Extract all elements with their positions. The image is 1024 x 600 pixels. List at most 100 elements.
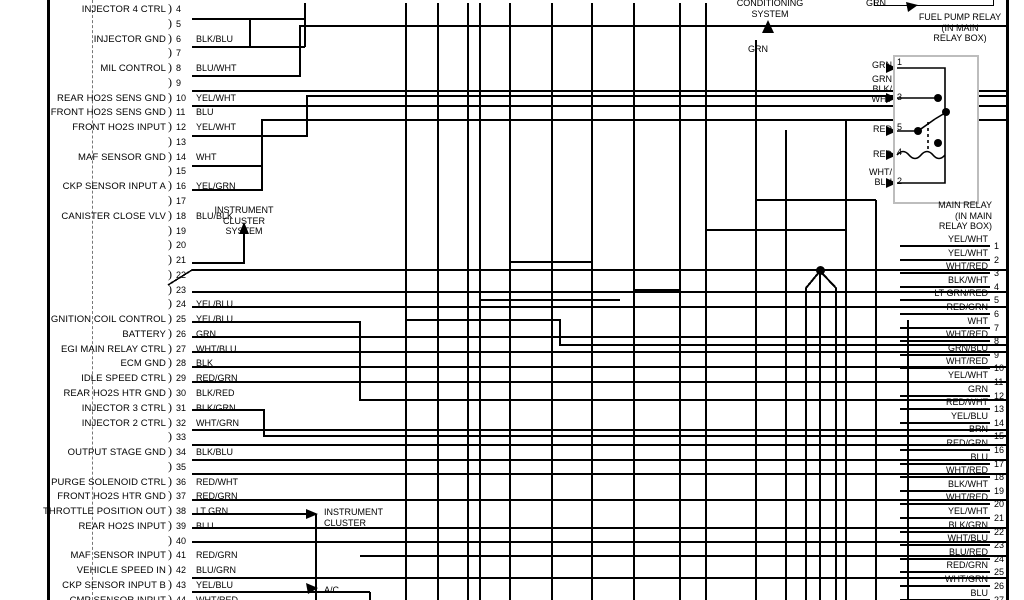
ecm-connector-bracket-35: )	[168, 458, 172, 473]
ecm-pin-number-7: 7	[176, 48, 182, 59]
main-relay-wire-5: RED	[872, 124, 892, 134]
ecm-pin-number-26: 26	[176, 328, 187, 339]
ecm-connector-bracket-23: )	[168, 281, 172, 296]
right-pin-number-4: 4	[994, 281, 1000, 292]
mr-title-3: RELAY BOX)	[938, 221, 992, 231]
ecm-pin-label-16: CKP SENSOR INPUT A	[62, 181, 166, 193]
ics-line3: SYSTEM	[225, 226, 263, 236]
right-pin-number-20: 20	[994, 499, 1005, 510]
right-pin-number-11: 11	[994, 377, 1004, 387]
ecm-pin-number-9: 9	[176, 77, 182, 88]
ecm-connector-bracket-9: )	[168, 74, 172, 89]
right-pin-number-17: 17	[994, 458, 1005, 469]
ecm-pin-wire-11: BLU	[196, 107, 214, 118]
ecm-pin-wire-28: BLK	[196, 358, 214, 369]
right-pin-number-24: 24	[994, 553, 1005, 564]
right-pin-wire-2: YEL/WHT	[947, 247, 988, 258]
ecm-pin-number-12: 12	[176, 122, 187, 133]
ecm-pin-number-16: 16	[176, 181, 187, 192]
ecm-pin-wire-44: WHT/RED	[196, 594, 238, 600]
mr-title-2: (IN MAIN	[955, 210, 992, 221]
ecm-pin-wire-6: BLK/BLU	[196, 33, 234, 44]
ecm-pin-label-14: MAF SENSOR GND	[78, 151, 166, 163]
right-pin-wire-8: WHT/RED	[946, 329, 988, 340]
ecm-pin-number-39: 39	[176, 520, 187, 531]
right-pin-number-7: 7	[994, 322, 1000, 333]
right-pin-lead-7	[900, 326, 990, 329]
right-pin-lead-3	[900, 272, 990, 275]
ecm-pin-number-31: 31	[176, 402, 187, 413]
main-relay-wire-3-line1: BLK/	[872, 84, 892, 94]
ecm-pin-label-4: INJECTOR 4 CTRL	[81, 4, 166, 15]
ecm-connector-bracket-11: )	[168, 104, 172, 119]
diagram-dashed-divider	[92, 0, 93, 600]
ecm-pin-number-21: 21	[176, 255, 187, 266]
right-pin-lead-10	[900, 367, 990, 370]
ecm-pin-wire-10: YEL/WHT	[196, 92, 237, 103]
splice-junction-dot	[816, 266, 825, 275]
ecm-connector-bracket-24: )	[168, 296, 172, 311]
ecm-connector-bracket-41: )	[168, 547, 172, 562]
right-pin-wire-14: YEL/BLU	[950, 410, 988, 421]
ecm-connector-bracket-31: )	[168, 399, 172, 414]
ecm-pin-wire-29: RED/GRN	[196, 373, 238, 384]
ecm-connector-bracket-43: )	[168, 577, 172, 592]
ecm-connector-bracket-4: )	[168, 1, 172, 15]
ecm-pin-label-12: FRONT HO2S INPUT	[72, 122, 166, 134]
ecm-pin-label-25: IGNITION COIL CONTROL	[48, 314, 166, 326]
right-pin-lead-19	[900, 489, 990, 492]
main-relay-terminal-num-4: 4	[897, 147, 903, 157]
ecm-connector-bracket-22: )	[168, 266, 172, 281]
ecm-pin-label-11: FRONT HO2S SENS GND	[50, 107, 166, 119]
right-pin-number-2: 2	[994, 254, 1000, 265]
ecm-connector-bracket-15: )	[168, 163, 172, 178]
ecm-pin-number-24: 24	[176, 299, 187, 310]
ecm-connector-bracket-10: )	[168, 89, 172, 104]
ecm-connector-bracket-29: )	[168, 370, 172, 385]
ecm-pin-number-4: 4	[176, 4, 182, 14]
main-relay-wire-1b: GRN	[872, 74, 892, 84]
ecm-pin-number-41: 41	[176, 550, 187, 561]
right-pin-number-12: 12	[994, 390, 1005, 401]
arrowheads	[239, 2, 918, 594]
ecm-connector-bracket-30: )	[168, 385, 172, 400]
ecm-connector-bracket-21: )	[168, 252, 172, 267]
ecm-pin-label-36: PURGE SOLENOID CTRL	[51, 476, 166, 488]
ac-label-line2: SYSTEM	[751, 8, 789, 19]
right-pin-lead-14	[900, 421, 990, 424]
ecm-pin-number-33: 33	[176, 432, 187, 443]
ecm-pin-wire-39: BLU	[196, 520, 214, 531]
right-pin-number-1: 1	[994, 241, 1000, 251]
fp-title-3: RELAY BOX)	[933, 33, 987, 43]
ecm-connector-bracket-37: )	[168, 488, 172, 503]
ecm-connector-bracket-38: )	[168, 503, 172, 518]
ecm-pin-wire-26: GRN	[196, 328, 216, 339]
diagram-left-border	[47, 0, 50, 600]
right-pin-wire-24: BLU/RED	[948, 546, 988, 557]
ecm-pin-label-31: INJECTOR 3 CTRL	[81, 402, 166, 414]
ecm-pin-number-17: 17	[176, 196, 187, 206]
right-pin-wire-26: WHT/GRN	[945, 574, 988, 584]
ecm-pin-wire-43: YEL/BLU	[196, 580, 234, 591]
main-relay-terminal-num-5: 5	[897, 122, 903, 132]
ecm-pin-label-43: CKP SENSOR INPUT B	[62, 580, 166, 592]
ecm-pin-number-28: 28	[176, 358, 187, 369]
ecm-pin-number-8: 8	[176, 63, 182, 74]
ecm-pin-wire-27: WHT/BLU	[196, 343, 237, 354]
ecm-pin-label-32: INJECTOR 2 CTRL	[81, 417, 166, 429]
ecm-pin-label-10: REAR HO2S SENS GND	[57, 92, 166, 104]
right-pin-number-9: 9	[994, 349, 1000, 360]
right-pin-wire-7: WHT	[967, 315, 989, 326]
ecm-pin-label-29: IDLE SPEED CTRL	[81, 373, 166, 385]
right-pin-wire-11: YEL/WHT	[947, 370, 988, 380]
ecm-connector-bracket-44: )	[168, 591, 172, 600]
right-pin-lead-6	[900, 313, 990, 315]
ecm-connector-bracket-17: )	[168, 193, 172, 207]
ecm-pin-label-34: OUTPUT STAGE GND	[67, 447, 166, 459]
ecm-pin-label-41: MAF SENSOR INPUT	[70, 550, 166, 562]
main-relay-wire-2-line2: BLU	[874, 177, 892, 187]
ecm-connector-bracket-26: )	[168, 325, 172, 340]
right-pin-wire-15: BRN	[968, 424, 988, 435]
right-pin-wire-18: WHT/RED	[946, 465, 988, 476]
